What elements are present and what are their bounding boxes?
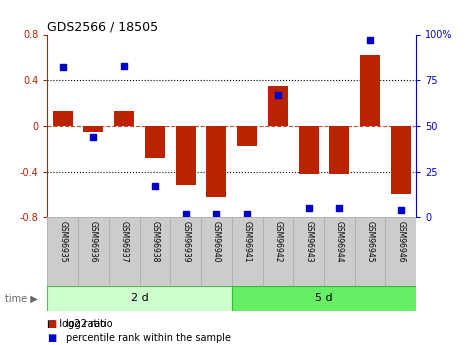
- Point: [59, 65, 66, 70]
- Bar: [298, 126, 319, 174]
- Text: GSM96936: GSM96936: [89, 221, 98, 263]
- Text: 5 d: 5 d: [315, 294, 333, 303]
- Bar: [47, 217, 78, 286]
- Bar: [237, 126, 257, 147]
- Bar: [329, 126, 350, 174]
- Bar: [268, 86, 288, 126]
- Bar: [263, 217, 293, 286]
- Bar: [140, 217, 170, 286]
- Bar: [83, 126, 104, 132]
- Bar: [232, 286, 416, 310]
- Bar: [293, 217, 324, 286]
- Bar: [206, 126, 227, 197]
- Bar: [232, 217, 263, 286]
- Bar: [385, 217, 416, 286]
- Text: GSM96938: GSM96938: [150, 221, 159, 262]
- Text: GDS2566 / 18505: GDS2566 / 18505: [47, 20, 158, 33]
- Point: [274, 92, 282, 98]
- Text: GSM96945: GSM96945: [366, 221, 375, 263]
- Text: ■: ■: [47, 333, 57, 343]
- Text: GSM96944: GSM96944: [335, 221, 344, 263]
- Bar: [145, 126, 165, 158]
- Bar: [175, 126, 196, 185]
- Bar: [355, 217, 385, 286]
- Point: [243, 211, 251, 216]
- Text: time ▶: time ▶: [5, 294, 37, 303]
- Text: ■ log2 ratio: ■ log2 ratio: [47, 319, 106, 329]
- Bar: [114, 111, 134, 126]
- Text: GSM96946: GSM96946: [396, 221, 405, 263]
- Text: GSM96937: GSM96937: [120, 221, 129, 263]
- Point: [151, 184, 159, 189]
- Text: log2 ratio: log2 ratio: [66, 319, 113, 329]
- Bar: [47, 286, 232, 310]
- Bar: [78, 217, 109, 286]
- Text: GSM96935: GSM96935: [58, 221, 67, 263]
- Bar: [53, 111, 73, 126]
- Point: [182, 211, 189, 216]
- Point: [213, 211, 220, 216]
- Bar: [360, 55, 380, 126]
- Text: GSM96940: GSM96940: [212, 221, 221, 263]
- Text: GSM96942: GSM96942: [273, 221, 282, 262]
- Bar: [391, 126, 411, 195]
- Bar: [324, 217, 355, 286]
- Bar: [109, 217, 140, 286]
- Text: GSM96943: GSM96943: [304, 221, 313, 263]
- Point: [90, 134, 97, 140]
- Bar: [201, 217, 232, 286]
- Text: GSM96941: GSM96941: [243, 221, 252, 262]
- Text: GSM96939: GSM96939: [181, 221, 190, 263]
- Point: [366, 37, 374, 43]
- Point: [397, 207, 405, 213]
- Bar: [170, 217, 201, 286]
- Point: [120, 63, 128, 68]
- Text: 2 d: 2 d: [131, 294, 149, 303]
- Text: percentile rank within the sample: percentile rank within the sample: [66, 333, 231, 343]
- Text: ■: ■: [47, 319, 57, 329]
- Point: [336, 206, 343, 211]
- Point: [305, 206, 312, 211]
